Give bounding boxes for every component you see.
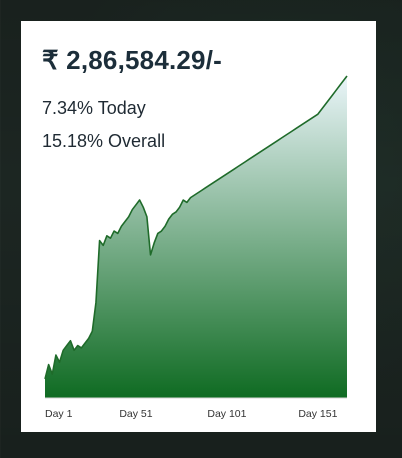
x-tick-label: Day 1 [45, 408, 73, 420]
portfolio-chart: Day 1 Day 51 Day 101 Day 151 [44, 75, 348, 420]
portfolio-card: ₹ 2,86,584.29/- 7.34% Today 15.18% Overa… [21, 21, 376, 432]
overall-change: 15.18% Overall [42, 131, 166, 151]
portfolio-area [45, 76, 347, 398]
portfolio-balance: ₹ 2,86,584.29/- [42, 45, 222, 75]
x-tick-label: Day 151 [298, 408, 337, 420]
x-tick-label: Day 101 [207, 408, 246, 420]
x-tick-label: Day 51 [119, 408, 152, 420]
today-change: 7.34% Today [42, 98, 146, 118]
portfolio-line [44, 75, 348, 380]
